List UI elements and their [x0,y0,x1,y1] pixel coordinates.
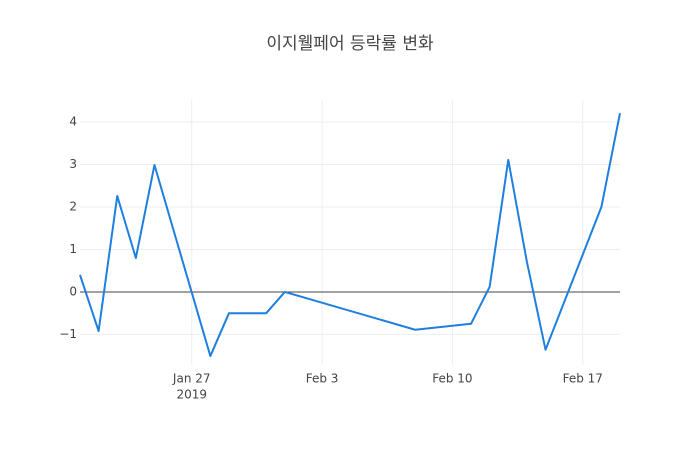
y-tick-label: −1 [59,327,77,341]
x-tick-label: Feb 10 [432,372,472,386]
x-tick-label: Jan 27 [172,372,211,386]
chart-title: 이지웰페어 등락률 변화 [266,34,434,54]
y-tick-label: 2 [69,200,77,214]
x-tick-label: Feb 3 [306,372,339,386]
y-tick-label: 4 [69,115,77,129]
x-year-label: 2019 [176,388,207,402]
y-tick-label: 1 [69,242,77,256]
y-tick-label: 3 [69,157,77,171]
y-tick-label: 0 [69,284,77,298]
x-tick-label: Feb 17 [563,372,603,386]
line [79,112,621,358]
